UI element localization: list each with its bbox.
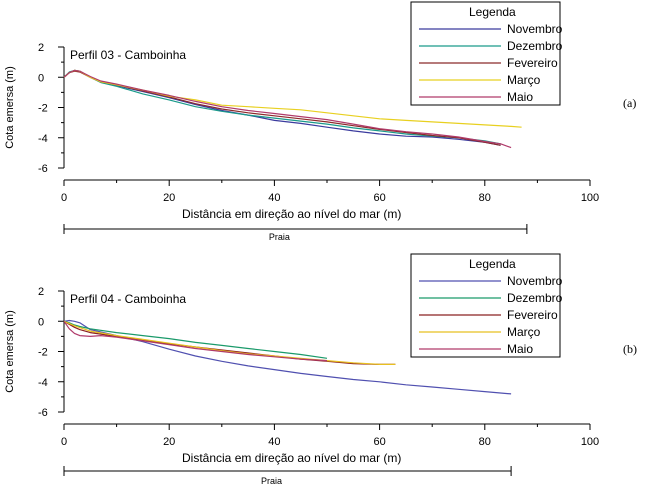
chart2-series-line-novembro <box>63 319 512 395</box>
chart2-x-tick-label: 40 <box>268 436 280 448</box>
chart2-x-tick-label: 60 <box>373 436 385 448</box>
chart1-legend-label: Março <box>507 73 541 87</box>
chart2-y-tick-label: 2 <box>38 286 44 298</box>
chart2-title: Perfil 04 - Camboinha <box>70 292 186 306</box>
chart2-y-tick-label: 0 <box>38 316 44 328</box>
chart1-y-tick-label: 0 <box>38 72 44 84</box>
chart1-legend-label: Dezembro <box>507 39 563 53</box>
chart2-legend-label: Maio <box>507 342 533 356</box>
chart2-x-tick-label: 80 <box>479 436 491 448</box>
chart2-y-tick-label: -4 <box>38 377 48 389</box>
chart2-y-tick-label: -6 <box>38 407 48 419</box>
chart1-y-tick-label: -6 <box>38 163 48 175</box>
chart1-legend-box <box>410 1 561 106</box>
chart1-x-tick-label: 20 <box>163 192 175 204</box>
chart2-x-tick-label: 20 <box>163 436 175 448</box>
chart1-x-tick-label: 40 <box>268 192 280 204</box>
chart2-zone-label: Praia <box>261 476 282 486</box>
chart2-x-tick-label: 100 <box>581 436 599 448</box>
chart1-y-tick-label: 2 <box>38 42 44 54</box>
chart2-y-axis-label: Cota emersa (m) <box>4 310 16 393</box>
chart1-title: Perfil 03 - Camboinha <box>70 48 186 62</box>
chart2-legend-label: Fevereiro <box>507 308 558 322</box>
chart1-legend-label: Fevereiro <box>507 56 558 70</box>
chart2-series-line-dezembro <box>63 320 328 359</box>
chart1-y-axis-label: Cota emersa (m) <box>4 66 16 149</box>
chart2-series-line-maio <box>63 320 328 362</box>
chart1-zone-label: Praia <box>269 232 290 242</box>
chart1-legend-title: Legenda <box>469 5 516 19</box>
panel-b-tag: (b) <box>623 342 637 356</box>
chart1-series-line-maio <box>63 69 512 149</box>
chart1-x-tick-label: 0 <box>61 192 67 204</box>
panel-a-tag: (a) <box>623 96 637 110</box>
chart1-x-tick-label: 60 <box>373 192 385 204</box>
chart2-x-axis-label: Distância em direção ao nível do mar (m) <box>182 451 401 465</box>
chart2-legend-label: Novembro <box>507 274 563 288</box>
chart2-series-line-fevereiro <box>63 320 396 365</box>
chart2-legend-box <box>410 253 561 358</box>
chart1-y-tick-label: -4 <box>38 133 48 145</box>
chart2-legend-label: Dezembro <box>507 291 563 305</box>
chart1-y-tick-label: -2 <box>38 103 48 115</box>
chart2-legend-label: Março <box>507 325 541 339</box>
chart2-legend-title: Legenda <box>469 257 516 271</box>
chart2-x-tick-label: 0 <box>61 436 67 448</box>
chart2-y-tick-label: -2 <box>38 347 48 359</box>
chart1-x-tick-label: 100 <box>581 192 599 204</box>
chart2-series-line-março <box>63 320 396 365</box>
chart1-x-axis-label: Distância em direção ao nível do mar (m) <box>182 207 401 221</box>
chart1-x-tick-label: 80 <box>479 192 491 204</box>
chart1-legend-label: Novembro <box>507 22 563 36</box>
chart1-legend-label: Maio <box>507 90 533 104</box>
